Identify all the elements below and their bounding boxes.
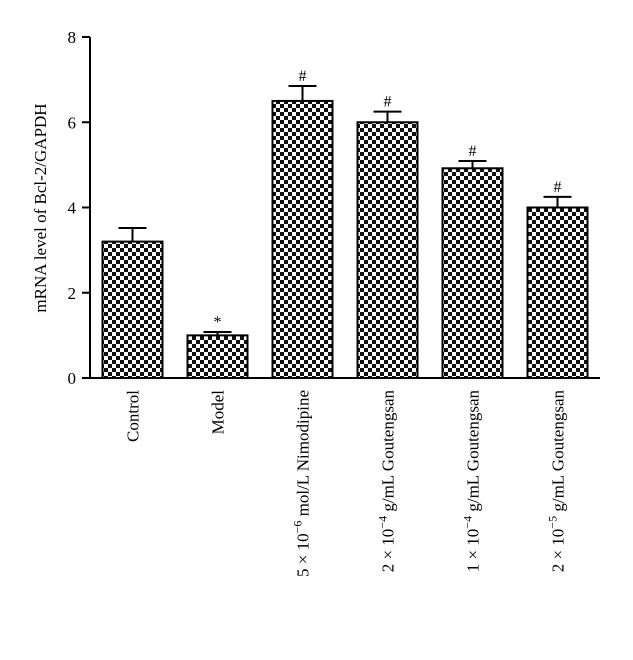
y-tick-label: 2 [68,284,77,303]
significance-marker: # [469,143,477,160]
significance-marker: # [299,68,307,85]
bars: * # # # # [101,68,589,379]
y-tick-label: 0 [68,369,77,388]
axes: 0 2 4 6 8 [68,28,600,388]
bar [271,99,334,379]
bar [356,121,419,379]
y-axis-label: mRNA level of Bcl-2/GAPDH [31,103,50,312]
category-label: Control [124,390,143,442]
category-label: 1 × 10−4 g/mL Goutengsan [461,390,483,573]
bar [101,240,164,379]
category-label: 2 × 10−5 g/mL Goutengsan [546,390,568,573]
significance-marker: # [384,94,392,111]
category-label: 5 × 10−6 mol/L Nimodipine [291,390,313,577]
bar [441,167,504,379]
bar [186,334,249,379]
significance-marker: * [214,314,222,331]
category-labels: Control Model 5 × 10−6 mol/L Nimodipine 2 ×… [124,390,568,578]
bar [526,206,589,379]
category-label: Model [209,390,228,435]
y-tick-label: 6 [68,113,77,132]
y-tick-label: 4 [68,199,77,218]
category-label: 2 × 10−4 g/mL Goutengsan [376,390,398,573]
significance-marker: # [554,179,562,196]
y-tick-label: 8 [68,28,77,47]
